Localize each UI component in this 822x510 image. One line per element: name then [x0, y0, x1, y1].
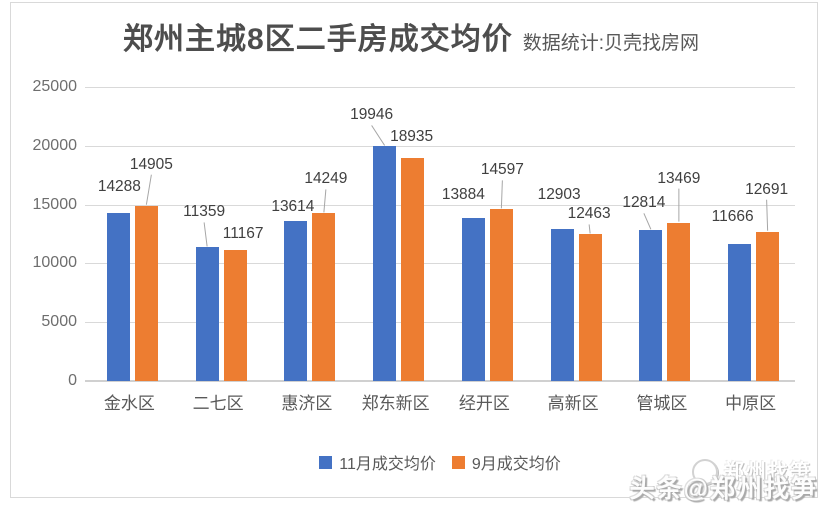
- leader-line: [643, 213, 652, 230]
- value-label-sep-二七区: 11167: [222, 224, 264, 242]
- leader-line: [766, 199, 769, 231]
- y-tick-10000: 10000: [32, 254, 78, 272]
- legend: 11月成交均价 9月成交均价: [85, 450, 795, 474]
- bar-sep-管城区: [667, 222, 691, 381]
- leader-line: [145, 174, 152, 205]
- legend-item-september: 9月成交均价: [451, 450, 561, 474]
- gridline-0: [85, 380, 795, 382]
- data-label-leader-lines: [145, 125, 769, 247]
- y-tick-5000: 5000: [41, 313, 77, 331]
- chart-title: 郑州主城8区二手房成交均价: [123, 23, 513, 56]
- value-label-nov-二七区: 11359: [183, 203, 226, 221]
- leader-line: [588, 224, 591, 234]
- x-label-3: 惠济区: [281, 394, 333, 413]
- watermark-ghost: 郑州找笋: [630, 459, 812, 485]
- legend-swatch-september: [451, 455, 465, 469]
- chart-subtitle: 数据统计:贝壳找房网: [522, 33, 699, 54]
- value-label-sep-管城区: 13469: [657, 169, 701, 187]
- legend-swatch-november: [319, 455, 333, 469]
- x-label-7: 管城区: [636, 394, 688, 413]
- bar-sep-金水区: [134, 205, 158, 381]
- value-label-sep-经开区: 14597: [480, 161, 524, 179]
- bar-sep-高新区: [578, 234, 602, 381]
- legend-item-november: 11月成交均价: [319, 450, 436, 474]
- y-tick-20000: 20000: [32, 136, 78, 154]
- watermark-text: 头条@郑州找笋: [629, 475, 818, 503]
- bar-nov-经开区: [461, 217, 485, 381]
- x-label-5: 经开区: [458, 394, 510, 413]
- value-label-nov-中原区: 11666: [711, 207, 754, 225]
- bar-sep-二七区: [223, 249, 247, 381]
- gridline-15000: [85, 204, 795, 206]
- y-tick-25000: 25000: [32, 78, 78, 95]
- value-label-nov-高新区: 12903: [537, 186, 581, 204]
- bar-nov-惠济区: [284, 220, 308, 381]
- bar-nov-管城区: [639, 230, 663, 381]
- x-label-4: 郑东新区: [361, 394, 430, 413]
- plot-area: 0 5000 10000 15000 20000 25000 14288 14905 1135…: [33, 79, 795, 413]
- leader-line: [203, 222, 208, 247]
- bar-nov-二七区: [195, 247, 219, 381]
- leader-line: [371, 125, 386, 146]
- value-label-sep-中原区: 12691: [745, 180, 789, 198]
- value-label-nov-经开区: 13884: [441, 185, 485, 203]
- value-label-sep-高新区: 12463: [567, 205, 611, 223]
- x-label-1: 金水区: [103, 394, 155, 413]
- x-label-6: 高新区: [547, 394, 599, 413]
- gridline-25000: [85, 87, 795, 88]
- watermark-ghost-text: 郑州找笋: [724, 461, 812, 483]
- leader-line: [323, 189, 327, 213]
- value-label-nov-惠济区: 13614: [271, 197, 315, 215]
- value-label-nov-金水区: 14288: [97, 177, 141, 195]
- legend-label-september: 9月成交均价: [471, 456, 561, 473]
- value-label-sep-郑东新区: 18935: [390, 128, 434, 146]
- watermark: 郑州找笋 头条@郑州找笋: [630, 459, 818, 502]
- bar-sep-郑东新区: [401, 158, 425, 381]
- x-label-8: 中原区: [725, 394, 777, 413]
- y-tick-0: 0: [68, 372, 77, 389]
- bar-nov-中原区: [728, 243, 752, 381]
- bar-sep-中原区: [756, 231, 780, 381]
- y-tick-15000: 15000: [32, 195, 78, 213]
- gridline-5000: [85, 322, 795, 324]
- gridline-10000: [85, 263, 795, 265]
- value-label-nov-管城区: 12814: [622, 194, 666, 212]
- bar-sep-经开区: [489, 209, 513, 381]
- value-label-sep-惠济区: 14249: [304, 170, 348, 188]
- value-label-nov-郑东新区: 19946: [350, 106, 394, 124]
- legend-label-november: 11月成交均价: [339, 456, 436, 473]
- value-label-sep-金水区: 14905: [129, 155, 173, 173]
- bar-nov-郑东新区: [373, 146, 397, 381]
- bar-sep-惠济区: [312, 213, 336, 381]
- bar-nov-高新区: [550, 229, 574, 381]
- leader-line: [500, 180, 503, 209]
- x-label-2: 二七区: [192, 394, 244, 413]
- chart-header: 郑州主城8区二手房成交均价 数据统计:贝壳找房网: [0, 14, 822, 58]
- watermark-logo-icon: [692, 459, 718, 485]
- gridline-20000: [85, 145, 795, 147]
- bar-nov-金水区: [106, 212, 130, 381]
